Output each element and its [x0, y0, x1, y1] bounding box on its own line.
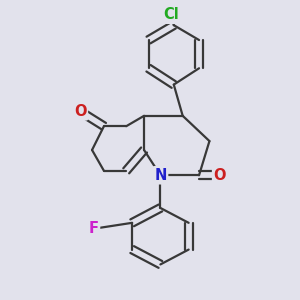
Text: O: O [74, 104, 86, 119]
Text: F: F [88, 221, 98, 236]
Text: O: O [214, 168, 226, 183]
Text: Cl: Cl [163, 7, 179, 22]
Text: N: N [154, 168, 167, 183]
